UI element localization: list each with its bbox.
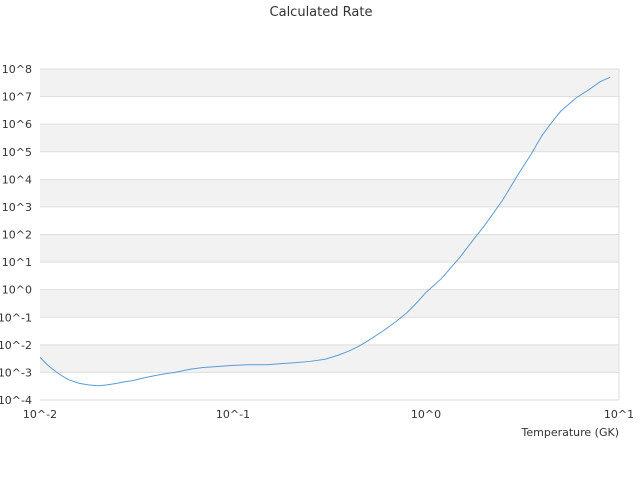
grid-band: [40, 206, 619, 235]
y-tick-label: 10^-1: [0, 311, 32, 324]
x-axis-ticks: 10^-2 10^-1 10^0 10^1: [23, 408, 634, 421]
chart-title: Calculated Rate: [270, 5, 373, 20]
grid-band: [40, 69, 619, 97]
y-tick-label: 10^8: [2, 63, 32, 76]
grid-band: [40, 234, 619, 263]
grid-band: [40, 124, 619, 152]
y-tick-label: 10^7: [2, 91, 32, 104]
y-tick-label: 10^3: [2, 201, 32, 214]
rate-series-line: [39, 76, 611, 387]
y-tick-label: 10^-3: [0, 366, 32, 379]
x-tick-label: 10^1: [604, 408, 634, 421]
x-tick-label: 10^-2: [23, 408, 57, 421]
x-tick-label: 10^0: [411, 408, 441, 421]
grid-band: [40, 179, 619, 207]
grid-band: [40, 289, 619, 318]
y-tick-label: 10^4: [2, 173, 32, 186]
grid-band: [40, 317, 619, 345]
y-tick-label: 10^1: [2, 256, 32, 269]
x-tick-label: 10^-1: [216, 408, 250, 421]
y-tick-label: 10^5: [2, 146, 32, 159]
grid-band: [40, 262, 619, 290]
y-tick-label: 10^0: [2, 284, 32, 297]
grid-band: [40, 151, 619, 180]
y-tick-label: 10^-2: [0, 339, 32, 352]
x-axis-title: Temperature (GK): [521, 426, 620, 439]
gridlines: [40, 68, 620, 401]
grid-band: [40, 344, 619, 373]
grid-band: [40, 96, 619, 125]
y-tick-label: 10^2: [2, 229, 32, 242]
y-tick-label: 10^6: [2, 118, 32, 131]
grid-bands: [40, 69, 619, 400]
y-axis-ticks: 10^-4 10^-3 10^-2 10^-1 10^0 10^1 10^2 10^3 10^4…: [0, 63, 32, 407]
grid-band: [40, 372, 619, 400]
y-tick-label: 10^-4: [0, 394, 32, 407]
